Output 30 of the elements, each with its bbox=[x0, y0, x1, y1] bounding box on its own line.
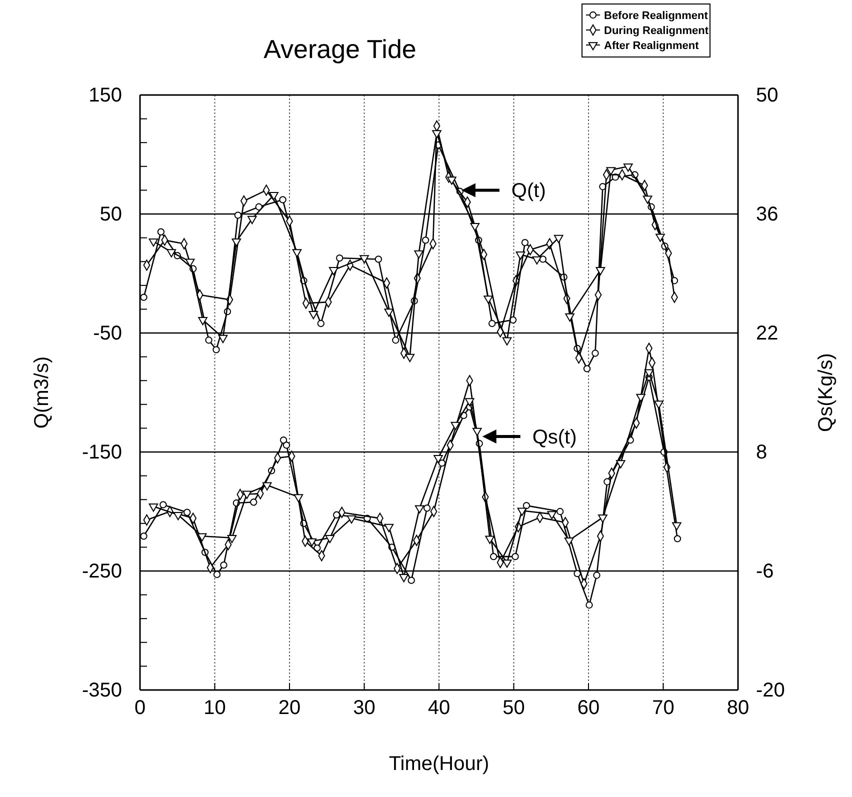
y2-tick-label: -6 bbox=[756, 560, 774, 582]
y-tick-label: 150 bbox=[88, 84, 122, 106]
x-tick-label: 40 bbox=[428, 697, 450, 720]
x-tick-label: 10 bbox=[204, 697, 226, 720]
y2-tick-label: 22 bbox=[756, 322, 778, 344]
y-axis-title: Q(m3/s) bbox=[31, 356, 53, 429]
y2-tick-label: 8 bbox=[756, 441, 768, 464]
annotation: Q(t) bbox=[511, 180, 546, 202]
y2-tick-label: 36 bbox=[756, 203, 778, 226]
x-tick-label: 80 bbox=[726, 697, 750, 720]
y2-axis-title: Qs(Kg/s) bbox=[815, 353, 837, 432]
legend-label: After Realignment bbox=[604, 40, 700, 52]
x-tick-label: 70 bbox=[652, 697, 674, 720]
x-tick-label: 0 bbox=[134, 697, 146, 720]
x-tick-label: 30 bbox=[353, 697, 376, 720]
legend-label: Before Realignment bbox=[604, 10, 708, 22]
x-tick-label: 50 bbox=[502, 697, 525, 720]
x-axis-title: Time(Hour) bbox=[388, 753, 490, 775]
y2-tick-label: -20 bbox=[756, 679, 785, 702]
chart-title: Average Tide bbox=[264, 34, 416, 64]
y-tick-label: -350 bbox=[82, 679, 122, 702]
x-tick-label: 20 bbox=[278, 697, 301, 720]
y-tick-label: -250 bbox=[82, 560, 122, 582]
legend-label: During Realignment bbox=[604, 25, 709, 37]
annotation: Qs(t) bbox=[532, 426, 577, 449]
x-tick-label: 60 bbox=[577, 697, 600, 720]
y2-tick-label: 50 bbox=[756, 84, 778, 106]
y-tick-label: -150 bbox=[82, 441, 122, 464]
y-tick-label: -50 bbox=[93, 322, 122, 344]
y-tick-label: 50 bbox=[100, 203, 122, 226]
